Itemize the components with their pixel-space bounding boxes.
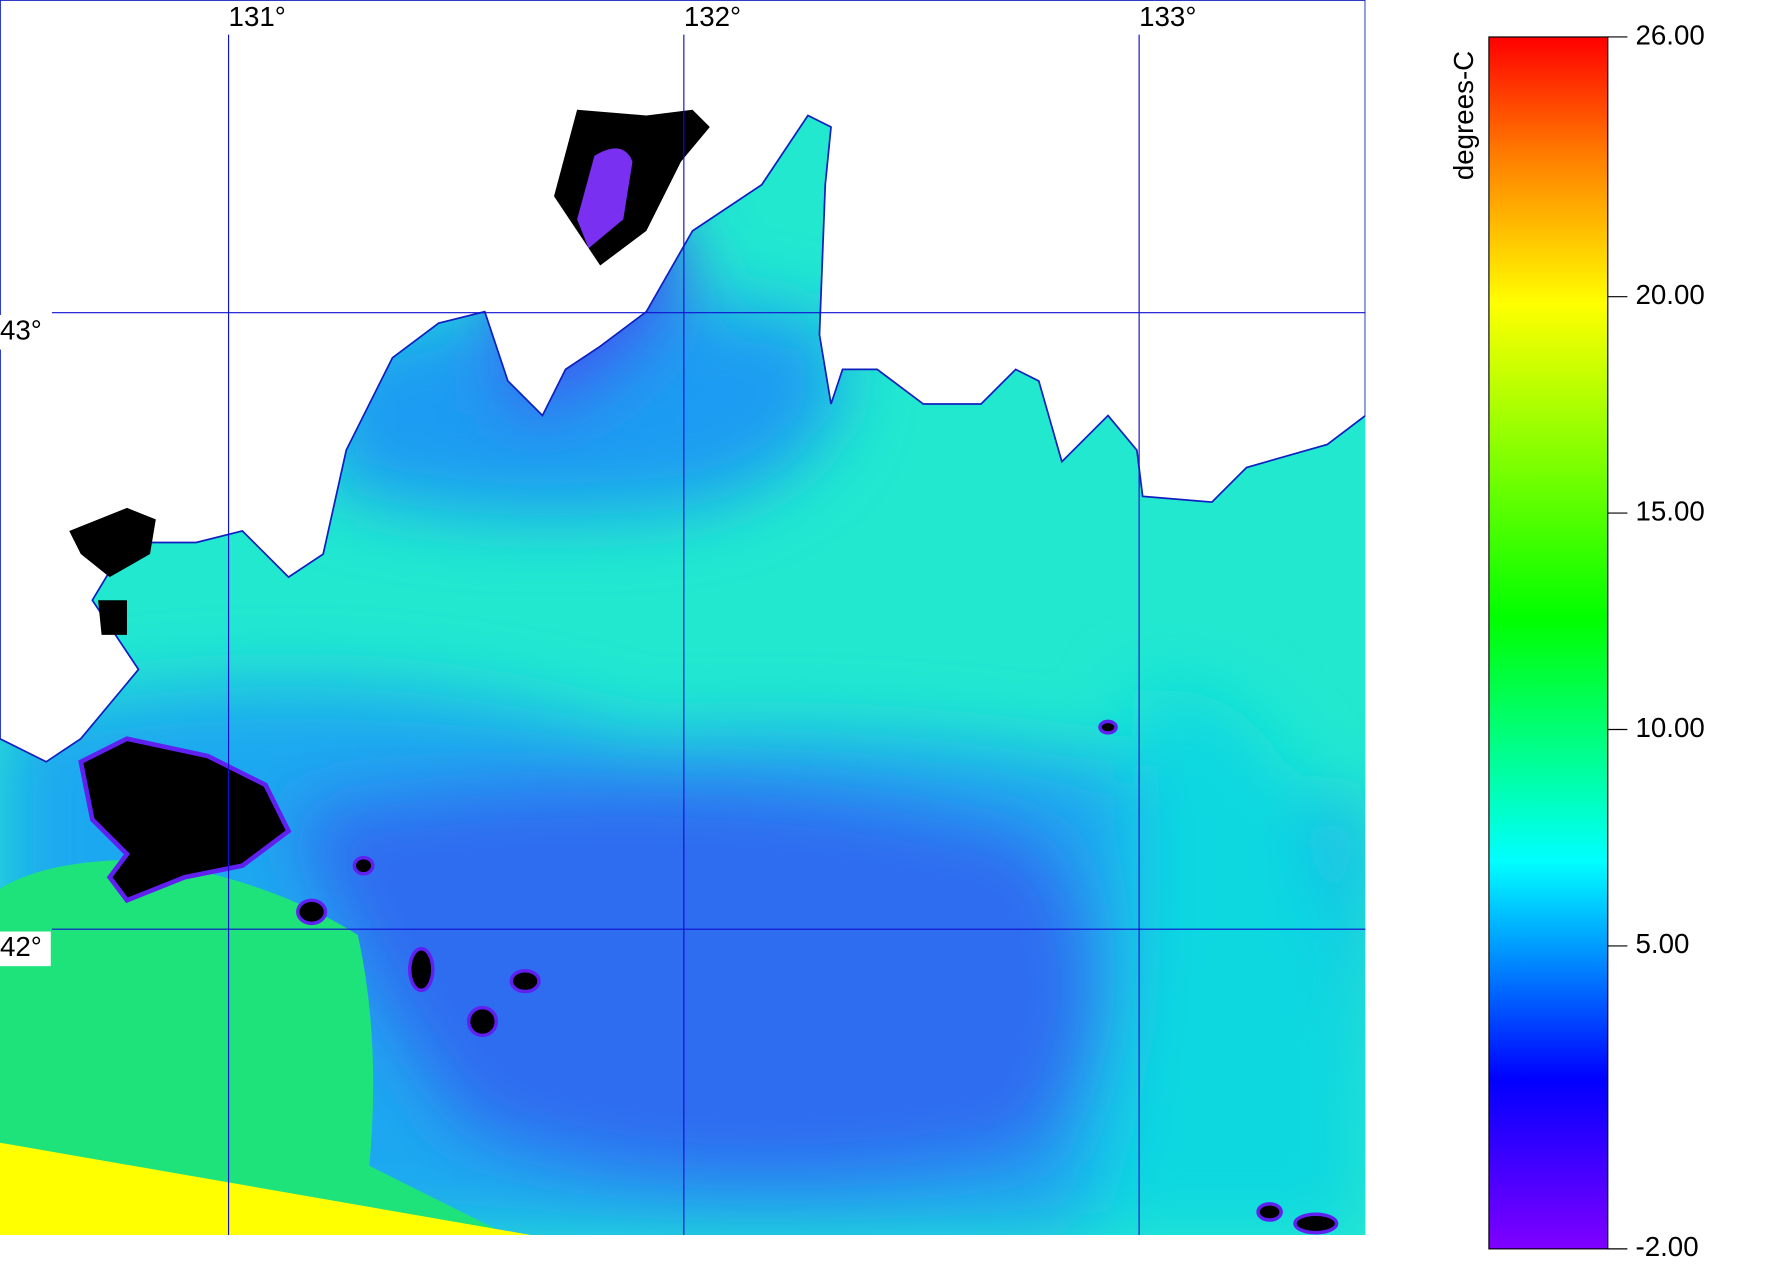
colorbar-tick-label: 15.00 xyxy=(1635,495,1704,526)
latitude-label-bg xyxy=(0,314,51,350)
latitude-label: 43° xyxy=(0,315,42,346)
sst-field xyxy=(0,0,1366,1236)
colorbar-tick-label: 5.00 xyxy=(1635,928,1689,959)
longitude-label: 131° xyxy=(229,1,286,32)
colorbar-tick-label: 10.00 xyxy=(1635,712,1704,743)
longitude-label: 132° xyxy=(684,1,741,32)
latitude-label-bg xyxy=(0,931,51,967)
colorbar-label: degrees-C xyxy=(1448,51,1479,180)
latitude-label: 42° xyxy=(0,931,42,962)
colorbar-tick-label: 26.00 xyxy=(1635,19,1704,50)
colorbar-tick-label: 20.00 xyxy=(1635,279,1704,310)
longitude-label: 133° xyxy=(1139,1,1196,32)
colorbar xyxy=(1488,36,1609,1250)
colorbar-tick-label: -2.00 xyxy=(1635,1231,1698,1262)
